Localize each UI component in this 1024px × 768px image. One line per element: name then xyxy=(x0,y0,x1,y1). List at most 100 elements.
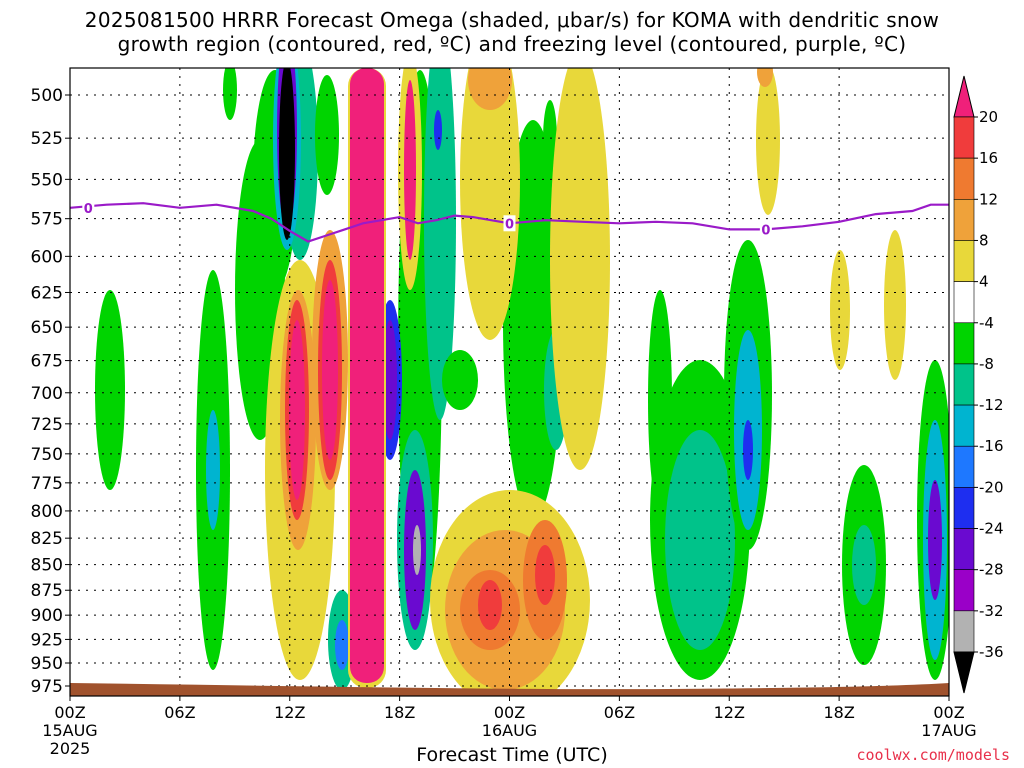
freezing-level-label: 0 xyxy=(84,202,93,217)
x-tick-label: 06Z xyxy=(604,703,635,722)
omega-shade-region xyxy=(478,580,502,630)
omega-shade-region xyxy=(95,290,125,490)
colorbar-band xyxy=(953,199,975,241)
colorbar-top-arrow xyxy=(953,75,975,118)
colorbar-band xyxy=(953,569,975,612)
y-tick-label: 825 xyxy=(31,529,63,549)
x-tick-date: 16AUG xyxy=(482,721,537,740)
colorbar-band xyxy=(953,240,975,282)
y-axis-ticks: 500 525 550 575 600 625 650 675 700 725 750 775 800 8… xyxy=(31,86,70,697)
colorbar: 20 16 12 8 4 -4 -8 -12 -16 -20 -24 -28 -32 -36 xyxy=(953,75,1004,694)
omega-shade-region xyxy=(335,620,349,670)
omega-shade-region xyxy=(756,68,780,215)
omega-shade-region xyxy=(383,320,397,440)
x-tick-date: 17AUG xyxy=(921,721,976,740)
colorbar-label: 4 xyxy=(979,273,989,291)
y-tick-label: 650 xyxy=(31,318,63,338)
colorbar-band xyxy=(953,487,975,529)
omega-shade-region xyxy=(413,525,421,575)
x-tick-label: 00Z xyxy=(494,703,525,722)
freezing-level-line xyxy=(69,202,949,243)
chart-title-line-1: 2025081500 HRRR Forecast Omega (shaded, … xyxy=(84,8,940,32)
colorbar-label: -28 xyxy=(979,561,1004,579)
y-tick-label: 725 xyxy=(31,415,63,435)
colorbar-label: 16 xyxy=(979,149,998,167)
colorbar-label: -20 xyxy=(979,478,1004,496)
omega-shade-region xyxy=(289,320,305,500)
colorbar-band xyxy=(953,322,975,365)
omega-shade-region xyxy=(322,280,338,460)
colorbar-label: 20 xyxy=(979,108,998,126)
y-tick-label: 875 xyxy=(31,581,63,601)
ground-surface-band xyxy=(70,683,949,696)
x-tick-label: 00Z xyxy=(54,703,85,722)
y-tick-label: 575 xyxy=(31,210,63,230)
colorbar-bottom-arrow xyxy=(953,651,975,694)
omega-shade-region xyxy=(665,430,735,650)
colorbar-band xyxy=(953,610,975,653)
omega-shade-region xyxy=(543,100,557,180)
credit-link[interactable]: coolwx.com/models xyxy=(856,746,1010,764)
contour-label-bg xyxy=(82,199,95,216)
x-tick-year: 2025 xyxy=(50,739,91,758)
x-tick-label: 00Z xyxy=(933,703,964,722)
omega-shade-region xyxy=(468,68,512,110)
x-tick-label: 06Z xyxy=(164,703,195,722)
omega-shade-region xyxy=(206,410,220,530)
omega-shade-region xyxy=(442,350,478,410)
y-tick-label: 550 xyxy=(31,170,63,190)
y-tick-label: 975 xyxy=(31,677,63,697)
colorbar-band xyxy=(953,404,975,447)
omega-shade-region xyxy=(830,250,850,370)
colorbar-band xyxy=(953,157,975,200)
omega-shade-region xyxy=(434,110,442,150)
y-tick-label: 925 xyxy=(31,630,63,650)
colorbar-band xyxy=(953,116,975,159)
y-tick-label: 950 xyxy=(31,654,63,674)
y-tick-label: 675 xyxy=(31,352,63,372)
colorbar-band xyxy=(953,528,975,570)
colorbar-band xyxy=(953,363,975,406)
grid-lines xyxy=(70,68,949,696)
x-tick-label: 12Z xyxy=(274,703,305,722)
y-tick-label: 500 xyxy=(31,86,63,106)
y-tick-label: 850 xyxy=(31,556,63,576)
omega-shade-region xyxy=(884,230,906,380)
freezing-level-label: 0 xyxy=(505,217,514,232)
omega-shade-region xyxy=(928,480,942,600)
x-axis-title: Forecast Time (UTC) xyxy=(416,744,608,766)
omega-shade-region xyxy=(279,68,295,240)
contour-label-bg xyxy=(759,221,772,238)
y-tick-label: 525 xyxy=(31,129,63,149)
omega-shade-region xyxy=(350,68,384,683)
y-tick-label: 900 xyxy=(31,606,63,626)
y-tick-label: 625 xyxy=(31,283,63,303)
colorbar-band xyxy=(953,281,975,324)
colorbar-band xyxy=(953,445,975,488)
colorbar-label: -16 xyxy=(979,437,1004,455)
x-tick-date: 15AUG xyxy=(42,721,97,740)
y-tick-label: 750 xyxy=(31,445,63,465)
omega-shade-region xyxy=(460,68,520,340)
colorbar-label: -12 xyxy=(979,396,1004,414)
omega-shade-region xyxy=(535,545,555,605)
contour-label-bg xyxy=(503,215,516,232)
ground-surface xyxy=(70,683,949,696)
omega-shaded-field xyxy=(95,68,949,696)
colorbar-label: -24 xyxy=(979,520,1004,538)
x-tick-label: 12Z xyxy=(714,703,745,722)
x-tick-label: 18Z xyxy=(384,703,415,722)
omega-shade-region xyxy=(743,420,753,480)
omega-shade-region xyxy=(424,68,456,420)
colorbar-label: -8 xyxy=(979,355,994,373)
y-tick-label: 700 xyxy=(31,384,63,404)
omega-shade-region xyxy=(852,525,876,605)
x-tick-label: 18Z xyxy=(823,703,854,722)
colorbar-label: 12 xyxy=(979,190,998,208)
freezing-level-label: 0 xyxy=(761,223,770,238)
y-tick-label: 600 xyxy=(31,247,63,267)
omega-shade-region xyxy=(223,68,237,120)
freezing-level-contour: 0 0 0 xyxy=(69,199,949,243)
